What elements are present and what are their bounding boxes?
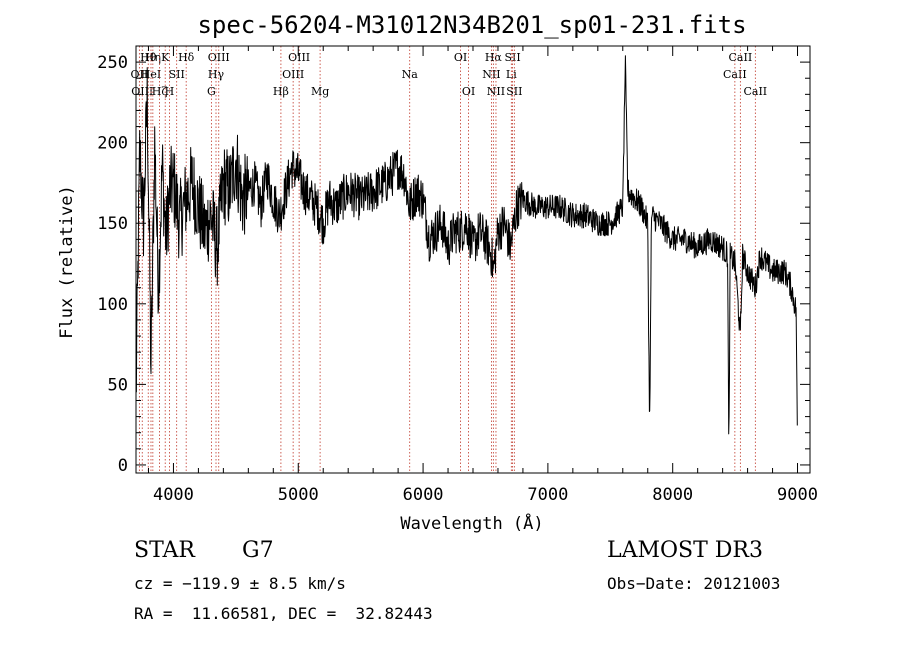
line-label: Hα: [485, 51, 503, 64]
line-label: CaII: [723, 68, 747, 81]
line-label: OI: [462, 85, 475, 98]
line-label: Mg: [311, 85, 329, 98]
line-label: OIII: [208, 51, 230, 64]
observation-date: Obs−Date: 20121003: [607, 574, 781, 593]
object-subclass: G7: [242, 538, 274, 563]
line-label: OI: [454, 51, 467, 64]
line-label: SII: [504, 51, 520, 64]
line-label: OIII: [288, 51, 310, 64]
line-label: SII: [506, 85, 522, 98]
y-tick-label: 50: [108, 375, 128, 395]
x-tick-label: 4000: [153, 485, 194, 505]
series-group: [135, 55, 798, 435]
line-label: G: [207, 85, 216, 98]
chart-title: spec-56204-M31012N34B201_sp01-231.fits: [197, 11, 746, 39]
line-label: OII: [131, 68, 149, 81]
line-label: Na: [402, 68, 419, 81]
y-tick-label: 0: [118, 456, 128, 476]
line-label: SII: [169, 68, 185, 81]
y-tick-label: 150: [97, 214, 128, 234]
series-line-flux: [135, 55, 798, 435]
survey-name: LAMOST DR3: [607, 538, 763, 563]
coordinates: RA = 11.66581, DEC = 32.82443: [134, 604, 433, 623]
line-label: Li: [506, 68, 517, 81]
line-label: Hβ: [273, 85, 289, 98]
y-tick-label: 100: [97, 295, 128, 315]
plot-frame: [135, 45, 811, 474]
line-label: K: [161, 51, 170, 64]
redshift-value: cz = −119.9 ± 8.5 km/s: [134, 574, 346, 593]
x-tick-label: 8000: [652, 485, 693, 505]
x-tick-label: 7000: [527, 485, 568, 505]
line-label: OIII: [282, 68, 304, 81]
line-label: NII: [482, 68, 500, 81]
line-label: Hδ: [178, 51, 195, 64]
x-tick-label: 6000: [403, 485, 444, 505]
line-label: NII: [487, 85, 505, 98]
x-axis-label: Wavelength (Å): [400, 512, 543, 534]
x-tick-label: 9000: [777, 485, 818, 505]
y-tick-label: 200: [97, 134, 128, 154]
line-label: CaII: [729, 51, 753, 64]
line-label: OIII: [131, 85, 153, 98]
line-label: Hγ: [208, 68, 225, 81]
y-axis-label: Flux (relative): [57, 185, 77, 339]
line-label: CaII: [743, 85, 767, 98]
spectrum-chart: spec-56204-M31012N34B201_sp01-231.fits O…: [57, 11, 818, 534]
line-label: Hη: [145, 51, 161, 64]
line-label: H: [165, 85, 175, 98]
line-label: HeI: [141, 68, 161, 81]
x-axis: 4000 5000 6000 7000 8000 9000: [147, 46, 818, 505]
y-axis: 0 50 100 150 200 250: [97, 45, 810, 476]
x-tick-label: 5000: [278, 485, 319, 505]
y-tick-label: 250: [97, 53, 128, 73]
object-class: STAR: [134, 538, 195, 563]
line-label: Hζ: [152, 85, 168, 98]
